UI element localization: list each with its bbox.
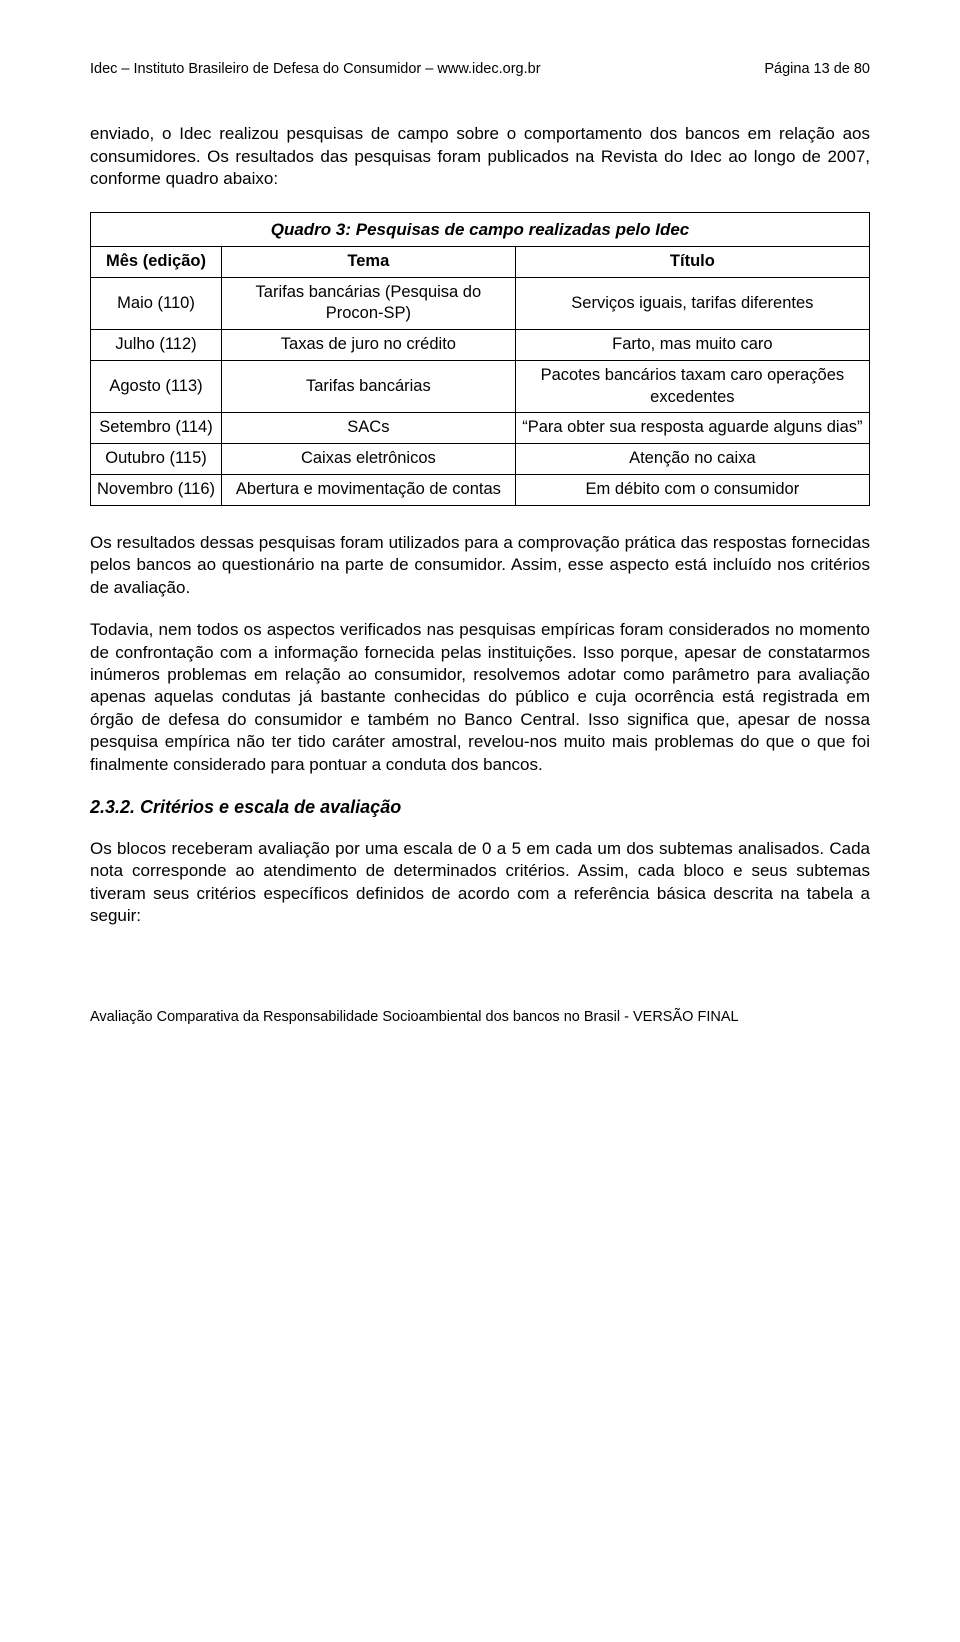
pesquisas-table: Quadro 3: Pesquisas de campo realizadas … <box>90 212 870 505</box>
table-row: Maio (110) Tarifas bancárias (Pesquisa d… <box>91 277 870 330</box>
page-footer: Avaliação Comparativa da Responsabilidad… <box>90 1008 870 1027</box>
cell-tema: Abertura e movimentação de contas <box>222 475 516 506</box>
body-paragraph-2: Todavia, nem todos os aspectos verificad… <box>90 619 870 776</box>
table-row: Outubro (115) Caixas eletrônicos Atenção… <box>91 444 870 475</box>
cell-tema: Caixas eletrônicos <box>222 444 516 475</box>
intro-paragraph: enviado, o Idec realizou pesquisas de ca… <box>90 123 870 190</box>
table-row: Setembro (114) SACs “Para obter sua resp… <box>91 413 870 444</box>
table-row: Novembro (116) Abertura e movimentação d… <box>91 475 870 506</box>
th-mes: Mês (edição) <box>91 246 222 277</box>
table-header-row: Mês (edição) Tema Título <box>91 246 870 277</box>
cell-mes: Julho (112) <box>91 330 222 361</box>
cell-mes: Agosto (113) <box>91 360 222 413</box>
body-paragraph-3: Os blocos receberam avaliação por uma es… <box>90 838 870 928</box>
cell-mes: Outubro (115) <box>91 444 222 475</box>
cell-tema: Taxas de juro no crédito <box>222 330 516 361</box>
table-row: Agosto (113) Tarifas bancárias Pacotes b… <box>91 360 870 413</box>
cell-titulo: “Para obter sua resposta aguarde alguns … <box>515 413 869 444</box>
cell-tema: Tarifas bancárias <box>222 360 516 413</box>
cell-titulo: Pacotes bancários taxam caro operações e… <box>515 360 869 413</box>
body-paragraph-1: Os resultados dessas pesquisas foram uti… <box>90 532 870 599</box>
cell-mes: Setembro (114) <box>91 413 222 444</box>
cell-tema: SACs <box>222 413 516 444</box>
th-tema: Tema <box>222 246 516 277</box>
section-heading: 2.3.2. Critérios e escala de avaliação <box>90 796 870 820</box>
table-caption: Quadro 3: Pesquisas de campo realizadas … <box>90 212 870 245</box>
header-right: Página 13 de 80 <box>764 60 870 79</box>
table-row: Julho (112) Taxas de juro no crédito Far… <box>91 330 870 361</box>
cell-tema: Tarifas bancárias (Pesquisa do Procon-SP… <box>222 277 516 330</box>
cell-mes: Maio (110) <box>91 277 222 330</box>
cell-titulo: Farto, mas muito caro <box>515 330 869 361</box>
cell-mes: Novembro (116) <box>91 475 222 506</box>
page-header: Idec – Instituto Brasileiro de Defesa do… <box>90 60 870 79</box>
header-left: Idec – Instituto Brasileiro de Defesa do… <box>90 60 541 79</box>
cell-titulo: Serviços iguais, tarifas diferentes <box>515 277 869 330</box>
cell-titulo: Em débito com o consumidor <box>515 475 869 506</box>
th-titulo: Título <box>515 246 869 277</box>
cell-titulo: Atenção no caixa <box>515 444 869 475</box>
